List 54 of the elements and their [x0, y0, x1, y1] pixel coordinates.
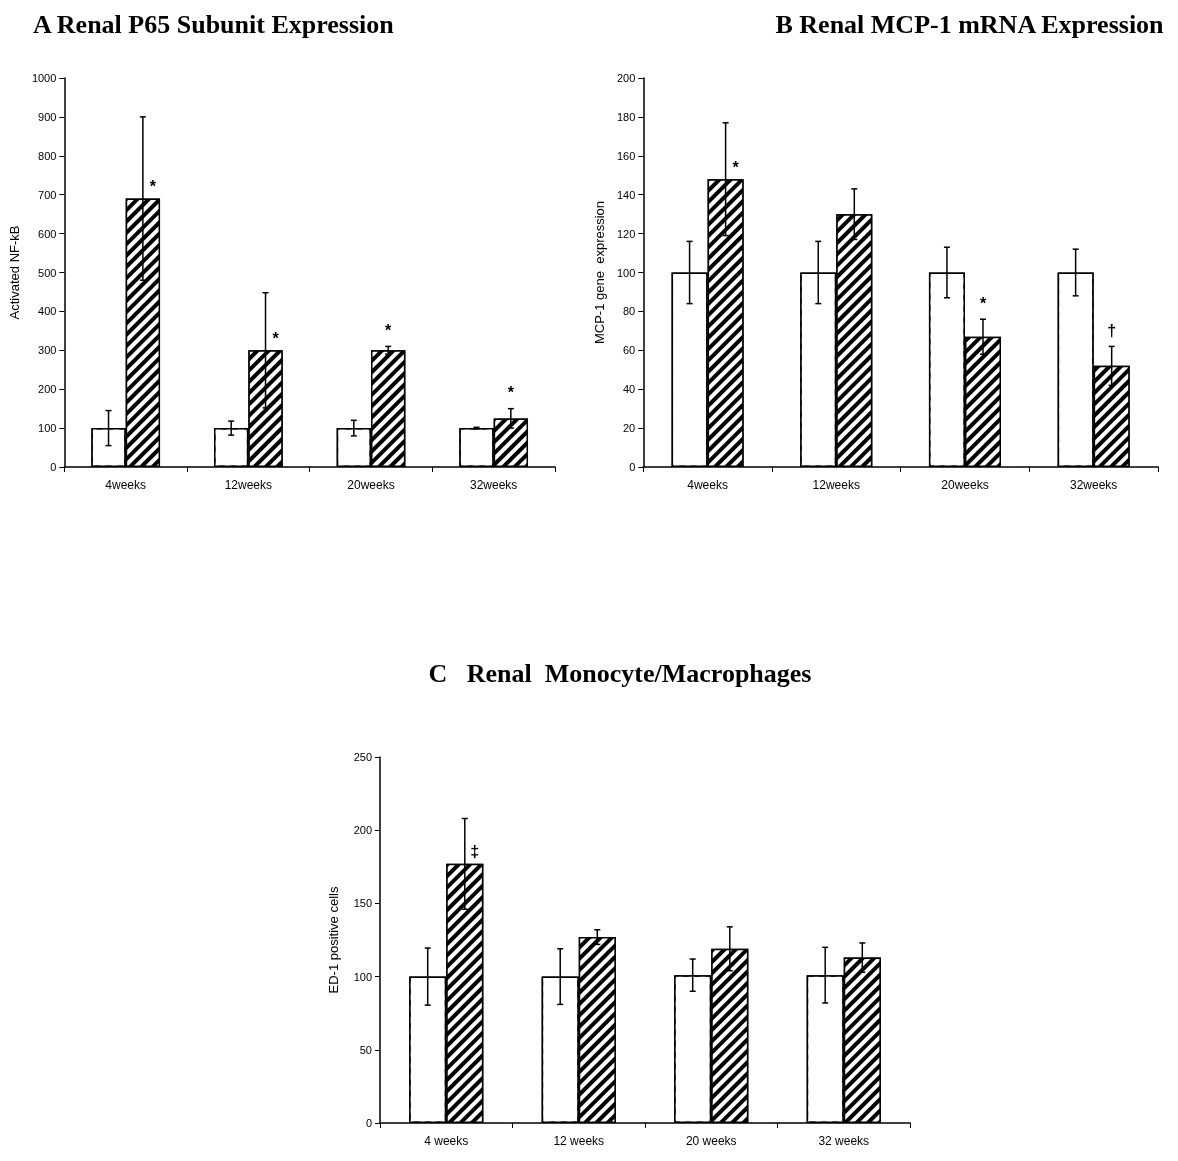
x-tick-label: 4weeks: [105, 478, 147, 492]
y-tick-label: 600: [38, 227, 57, 240]
y-tick-label: 900: [38, 110, 57, 123]
y-tick-label: 80: [623, 305, 636, 318]
x-tick-label: 4weeks: [687, 478, 728, 492]
x-tick-label: 32weeks: [469, 478, 518, 492]
y-axis-title: MCP-1 gene expression: [592, 200, 607, 345]
y-tick-label: 100: [616, 266, 636, 279]
data-label: *: [272, 329, 280, 347]
y-tick-label: 0: [365, 1117, 372, 1129]
y-tick-label: 250: [353, 751, 372, 763]
x-tick-label: 4 weeks: [424, 1134, 469, 1148]
y-axis-title: ED-1 positive cells: [326, 886, 341, 994]
y-tick-label: 50: [359, 1043, 372, 1056]
x-tick-label: 12weeks: [224, 478, 273, 492]
y-tick-label: 500: [38, 266, 57, 279]
y-tick-label: 700: [38, 188, 57, 201]
x-tick-label: 32weeks: [1069, 478, 1118, 492]
data-label: *: [732, 158, 740, 176]
x-tick-label: 20weeks: [347, 478, 395, 492]
data-label: †: [1107, 321, 1117, 339]
chart-title: C Renal Monocyte/Macrophages: [428, 658, 812, 688]
data-label: *: [979, 294, 987, 312]
y-tick-label: 200: [616, 72, 636, 84]
y-tick-label: 140: [616, 188, 636, 201]
x-tick-label: 12 weeks: [553, 1134, 605, 1148]
x-tick-label: 32 weeks: [818, 1134, 870, 1148]
data-label: *: [507, 384, 515, 402]
y-tick-label: 200: [38, 383, 57, 396]
y-tick-label: 0: [50, 461, 57, 473]
data-label: *: [385, 321, 393, 339]
y-tick-label: 400: [38, 305, 57, 318]
y-tick-label: 100: [353, 970, 372, 983]
x-tick-label: 12weeks: [812, 478, 860, 492]
x-tick-label: 20weeks: [941, 478, 989, 492]
chart-title: B Renal MCP-1 mRNA Expression: [775, 9, 1165, 39]
chart-title: A Renal P65 Subunit Expression: [33, 9, 395, 39]
y-tick-label: 300: [38, 344, 57, 357]
y-tick-label: 60: [623, 344, 636, 357]
y-tick-label: 40: [623, 383, 636, 396]
y-tick-label: 800: [38, 149, 57, 162]
y-tick-label: 150: [353, 897, 372, 910]
y-axis-title: Activated NF-kB: [7, 225, 22, 320]
y-tick-label: 100: [38, 422, 57, 435]
y-tick-label: 160: [616, 149, 636, 162]
data-label: ‡: [470, 843, 480, 861]
y-tick-label: 20: [623, 422, 636, 435]
y-tick-label: 200: [353, 824, 372, 837]
y-tick-label: 180: [616, 110, 636, 123]
y-tick-label: 1000: [31, 72, 57, 84]
y-tick-label: 0: [629, 461, 636, 473]
data-label: *: [149, 178, 157, 196]
x-tick-label: 20 weeks: [685, 1134, 737, 1148]
y-tick-label: 120: [616, 227, 636, 240]
